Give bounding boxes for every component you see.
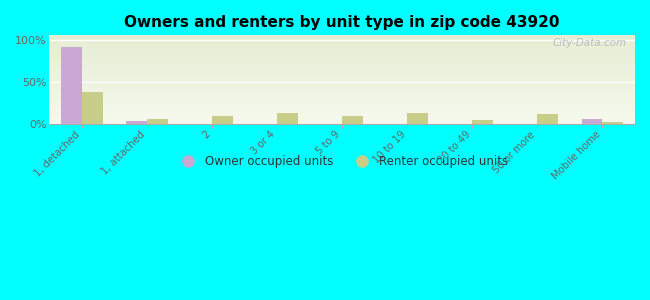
Bar [82, 92, 103, 124]
Bar [538, 114, 558, 124]
Bar [342, 116, 363, 124]
Bar [61, 47, 82, 124]
Bar [212, 116, 233, 124]
Bar [408, 113, 428, 124]
Title: Owners and renters by unit type in zip code 43920: Owners and renters by unit type in zip c… [124, 15, 560, 30]
Bar [126, 121, 147, 124]
Legend: Owner occupied units, Renter occupied units: Owner occupied units, Renter occupied un… [172, 150, 513, 172]
Bar [582, 119, 603, 124]
Bar [473, 120, 493, 124]
Bar [277, 113, 298, 124]
Bar [147, 119, 168, 124]
Bar [603, 122, 623, 124]
Text: City-Data.com: City-Data.com [552, 38, 626, 48]
